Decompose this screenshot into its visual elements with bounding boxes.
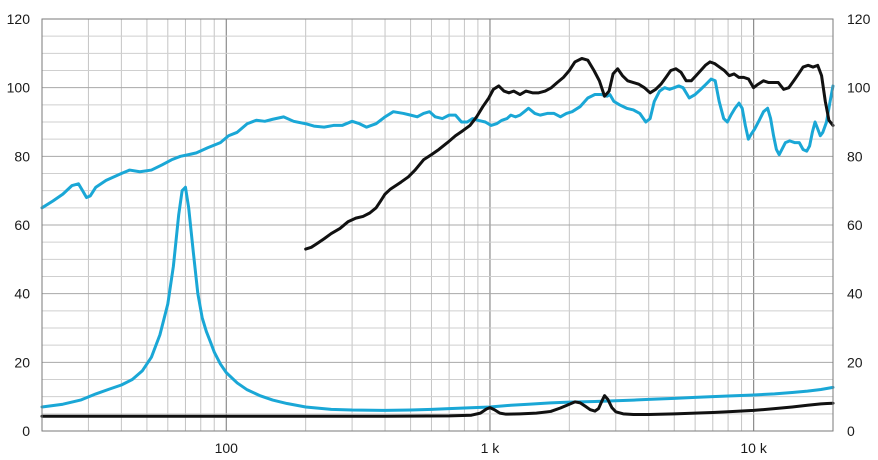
x-tick-label: 10 k (740, 440, 767, 456)
y-tick-label-right: 20 (847, 354, 863, 370)
x-tick-label: 100 (215, 440, 239, 456)
grid (41, 18, 834, 432)
series-line-1 (40, 77, 835, 210)
series-line-3 (40, 185, 835, 412)
tick-labels: 0 0 20 20 40 40 60 60 80 80 100 100 120 120 100 1 k 10 k (7, 11, 871, 456)
y-tick-label-left: 0 (22, 423, 30, 439)
plot-frame (41, 18, 834, 432)
y-tick-label-left: 60 (14, 217, 30, 233)
y-tick-label-right: 100 (847, 80, 871, 96)
y-tick-label-right: 120 (847, 11, 871, 27)
y-tick-label-left: 120 (7, 11, 31, 27)
series-layer (40, 56, 835, 418)
series-line-2 (304, 56, 835, 251)
plot-border (41, 18, 834, 432)
y-tick-label-left: 100 (7, 80, 31, 96)
y-tick-label-left: 40 (14, 286, 30, 302)
x-tick-label: 1 k (481, 440, 501, 456)
y-tick-label-right: 60 (847, 217, 863, 233)
y-tick-label-left: 20 (14, 354, 30, 370)
series-line-4 (40, 394, 835, 418)
y-tick-label-right: 0 (847, 423, 855, 439)
y-tick-label-left: 80 (14, 148, 30, 164)
y-tick-label-right: 40 (847, 286, 863, 302)
y-tick-label-right: 80 (847, 148, 863, 164)
